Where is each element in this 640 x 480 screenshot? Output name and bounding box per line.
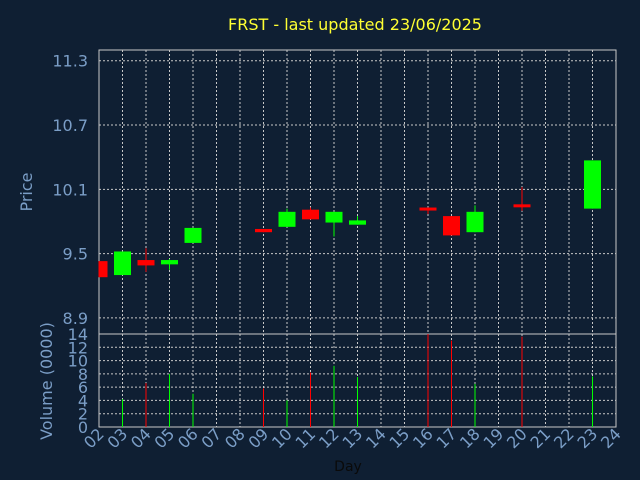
x-tick-label: 24 [597,424,625,452]
candle-body [255,228,272,233]
candle-body [114,251,131,276]
volume-axis-label: Volume (0000) [37,322,56,440]
candle-body [349,220,366,225]
candle-body [466,211,484,233]
volume-tick-label: 6 [78,378,88,397]
x-axis: 0203040506070809101112131415161718192021… [80,424,625,452]
volume-tick-label: 2 [78,405,88,424]
volume-tick-label: 10 [68,352,88,371]
price-tick-label: 11.3 [52,52,88,71]
candle-body [584,160,601,209]
candle-body [513,204,531,208]
candle-body [137,260,155,266]
candle-body [443,216,460,236]
price-axis-label: Price [17,172,36,211]
volume-tick-label: 8 [78,365,88,384]
volume-tick-label: 12 [68,338,88,357]
price-tick-label: 10.7 [52,116,88,135]
price-panel: 8.9 9.5 10.1 10.7 11.3 [52,49,617,335]
candle-body [161,260,178,265]
candle-body [184,227,202,243]
price-tick-label: 10.1 [52,180,88,199]
candle-body [325,211,343,223]
volume-tick-label: 0 [78,418,88,437]
volume-tick-label: 14 [68,325,88,344]
price-tick-label: 8.9 [63,309,88,328]
candle-body [419,207,437,211]
price-tick-label: 9.5 [63,245,88,264]
candle-body [278,211,296,227]
x-axis-label: Day [334,459,362,475]
volume-tick-label: 4 [78,391,88,410]
candle-body [302,209,319,220]
candle-body [99,261,108,278]
chart-title: FRST - last updated 23/06/2025 [228,15,482,34]
